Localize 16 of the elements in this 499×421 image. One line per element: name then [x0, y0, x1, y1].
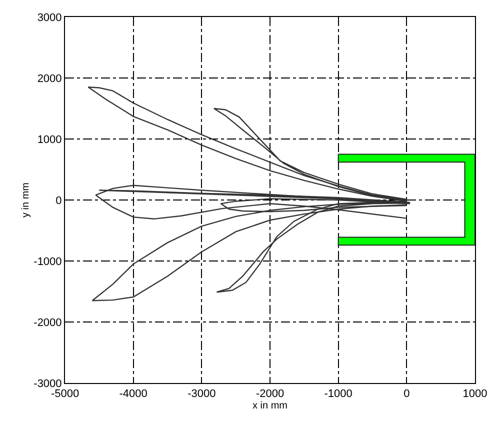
y-tick-label: -1000	[34, 256, 62, 268]
x-tick-label: 0	[404, 388, 410, 400]
x-tick-label: 1000	[462, 388, 488, 400]
y-tick-label: 3000	[37, 12, 62, 24]
y-tick-label: 2000	[37, 72, 62, 85]
x-tick-label: -3000	[188, 388, 216, 400]
x-tick-label: -5000	[50, 388, 80, 400]
y-tick-label: 1000	[37, 134, 62, 146]
x-tick-label: -2000	[256, 388, 284, 400]
y-tick-label: -2000	[34, 316, 62, 329]
y-tick-label: -3000	[34, 378, 62, 390]
y-axis-title: y in mm	[20, 182, 32, 218]
x-tick-label: -1000	[324, 388, 352, 400]
y-tick-label: 0	[56, 194, 62, 207]
x-tick-label: -4000	[119, 388, 148, 400]
x-axis-title: x in mm	[252, 400, 288, 412]
